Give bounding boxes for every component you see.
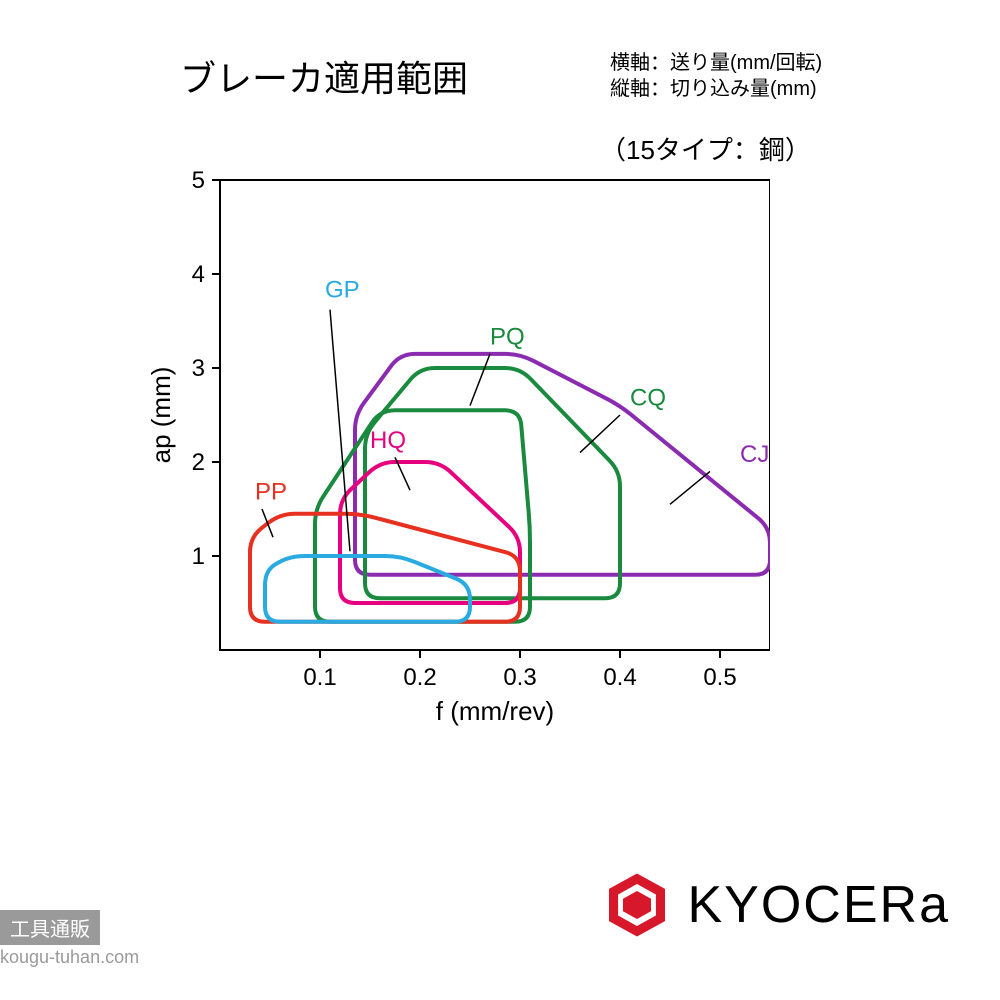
- svg-text:f (mm/rev): f (mm/rev): [436, 696, 554, 726]
- svg-text:GP: GP: [325, 277, 360, 304]
- svg-text:5: 5: [192, 170, 205, 194]
- svg-text:2: 2: [192, 449, 205, 476]
- svg-text:HQ: HQ: [370, 427, 406, 454]
- svg-text:0.3: 0.3: [503, 664, 536, 691]
- svg-text:0.4: 0.4: [603, 664, 636, 691]
- axis-description: 横軸：送り量(mm/回転) 縦軸：切り込み量(mm): [610, 50, 822, 102]
- chart-svg: 0.1 0.2 0.3 0.4 0.5 1 2 3 4 5 f (mm/rev) ap (mm) CJ C…: [140, 170, 770, 730]
- axis-desc-y: 縦軸：切り込み量(mm): [610, 76, 822, 102]
- brand: KYOCERa: [602, 870, 950, 940]
- svg-text:PQ: PQ: [490, 324, 525, 351]
- svg-text:PP: PP: [255, 479, 287, 506]
- watermark-badge: 工具通販: [0, 910, 100, 945]
- watermark-url: kougu-tuhan.com: [0, 947, 139, 968]
- svg-text:0.2: 0.2: [403, 664, 436, 691]
- chart-subtitle: （15タイプ：鋼）: [600, 130, 811, 167]
- brand-logo-icon: [602, 870, 672, 940]
- svg-text:CQ: CQ: [630, 385, 666, 412]
- svg-text:4: 4: [192, 261, 205, 288]
- axis-desc-x: 横軸：送り量(mm/回転): [610, 50, 822, 76]
- chart-title: ブレーカ適用範囲: [180, 50, 468, 102]
- svg-text:0.5: 0.5: [703, 664, 736, 691]
- svg-text:1: 1: [192, 543, 205, 570]
- svg-text:ap (mm): ap (mm): [146, 367, 176, 464]
- brand-text: KYOCERa: [687, 875, 950, 935]
- svg-text:CJ: CJ: [740, 441, 769, 468]
- chart-area: 0.1 0.2 0.3 0.4 0.5 1 2 3 4 5 f (mm/rev) ap (mm) CJ C…: [140, 170, 770, 735]
- svg-text:0.1: 0.1: [303, 664, 336, 691]
- svg-text:3: 3: [192, 355, 205, 382]
